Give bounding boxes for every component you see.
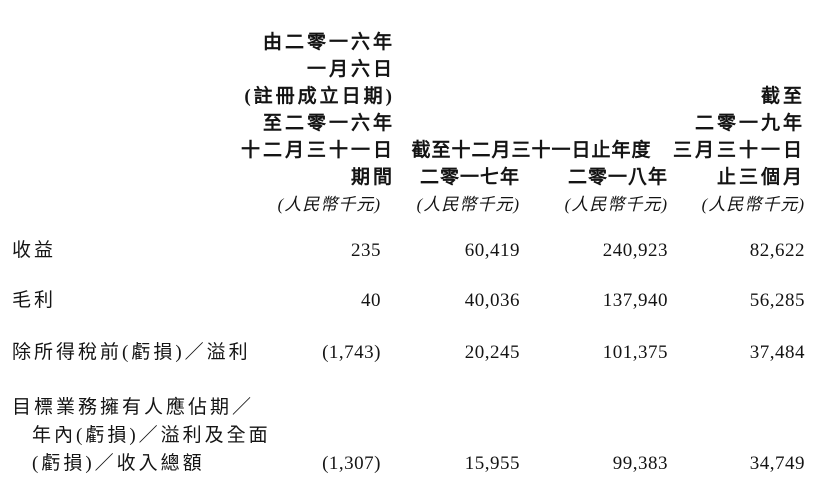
cell-gross-profit-2018: 137,940 bbox=[602, 290, 668, 311]
table-row-profit-before-tax: 除所得稅前(虧損)／溢利 (1,743) 20,245 101,375 37,4… bbox=[0, 315, 820, 367]
header-line: 二零一九年 bbox=[694, 113, 805, 134]
header-line: 十二月三十一日 bbox=[240, 140, 395, 161]
header-line: 一月六日 bbox=[306, 59, 395, 80]
row-label-gross-profit: 毛利 bbox=[12, 290, 57, 311]
cell-total-comprehensive-income-2016: (1,307) bbox=[322, 453, 381, 474]
col-header-2017: 二零一七年 bbox=[419, 167, 520, 188]
row-end-spacer bbox=[805, 218, 820, 265]
cell-revenue-2018: 240,923 bbox=[602, 240, 668, 261]
unit-labels-row: (人民幣千元) (人民幣千元) bbox=[395, 191, 668, 218]
row-label-profit-before-tax: 除所得稅前(虧損)／溢利 bbox=[12, 342, 251, 363]
cell-gross-profit-2017: 40,036 bbox=[464, 290, 520, 311]
header-row: 由二零一六年 一月六日 (註冊成立日期) 至二零一六年 十二月三十一日 期間 (… bbox=[0, 0, 820, 218]
financial-summary-table: 由二零一六年 一月六日 (註冊成立日期) 至二零一六年 十二月三十一日 期間 (… bbox=[0, 0, 820, 478]
currency-unit-label: (人民幣千元) bbox=[564, 195, 668, 214]
cell-revenue-2017: 60,419 bbox=[464, 240, 520, 261]
cell-profit-before-tax-q1-2019: 37,484 bbox=[749, 342, 805, 363]
table-row-total-comprehensive-income: 目標業務擁有人應佔期／ 年內(虧損)／溢利及全面 (虧損)／收入總額 (1,30… bbox=[0, 367, 820, 478]
cell-revenue-2016: 235 bbox=[351, 240, 381, 261]
currency-unit-label: (人民幣千元) bbox=[277, 195, 381, 214]
cell-total-comprehensive-income-2017: 15,955 bbox=[464, 453, 520, 474]
row-label-revenue: 收益 bbox=[12, 240, 57, 261]
cell-profit-before-tax-2018: 101,375 bbox=[602, 342, 668, 363]
cell-profit-before-tax-2016: (1,743) bbox=[322, 342, 381, 363]
currency-unit-label: (人民幣千元) bbox=[701, 195, 805, 214]
year-labels-row: 二零一七年 二零一八年 bbox=[395, 164, 668, 191]
row-end-spacer bbox=[805, 265, 820, 315]
header-end-spacer bbox=[805, 0, 820, 218]
cell-revenue-q1-2019: 82,622 bbox=[749, 240, 805, 261]
group-header-years-ended: 截至十二月三十一日止年度 bbox=[411, 140, 652, 161]
header-line: 期間 bbox=[350, 167, 395, 188]
header-line: (註冊成立日期) bbox=[244, 86, 395, 107]
row-end-spacer bbox=[805, 367, 820, 478]
header-line: 由二零一六年 bbox=[262, 32, 395, 53]
row-end-spacer bbox=[805, 315, 820, 367]
cell-profit-before-tax-2017: 20,245 bbox=[464, 342, 520, 363]
header-line: 止三個月 bbox=[716, 167, 805, 188]
table-row-revenue: 收益 235 60,419 240,923 82,622 bbox=[0, 218, 820, 265]
col-header-2016-period: 由二零一六年 一月六日 (註冊成立日期) 至二零一六年 十二月三十一日 期間 (… bbox=[200, 0, 395, 218]
cell-total-comprehensive-income-q1-2019: 34,749 bbox=[749, 453, 805, 474]
header-label-spacer bbox=[0, 0, 200, 218]
cell-gross-profit-2016: 40 bbox=[361, 290, 381, 311]
table-row-gross-profit: 毛利 40 40,036 137,940 56,285 bbox=[0, 265, 820, 315]
header-line: 三月三十一日 bbox=[672, 140, 805, 161]
header-line: 至二零一六年 bbox=[262, 113, 395, 134]
row-label-total-comprehensive-income: 目標業務擁有人應佔期／ 年內(虧損)／溢利及全面 (虧損)／收入總額 bbox=[12, 397, 271, 474]
col-header-2018: 二零一八年 bbox=[567, 167, 668, 188]
currency-unit-label: (人民幣千元) bbox=[416, 195, 520, 214]
col-header-q1-2019: 截至 二零一九年 三月三十一日 止三個月 (人民幣千元) bbox=[668, 0, 805, 218]
header-line: 截至 bbox=[760, 86, 805, 107]
cell-gross-profit-q1-2019: 56,285 bbox=[749, 290, 805, 311]
col-header-group-fy2017-fy2018: 截至十二月三十一日止年度 二零一七年 二零一八年 (人民幣千元) (人民幣千元) bbox=[395, 0, 668, 218]
cell-total-comprehensive-income-2018: 99,383 bbox=[612, 453, 668, 474]
